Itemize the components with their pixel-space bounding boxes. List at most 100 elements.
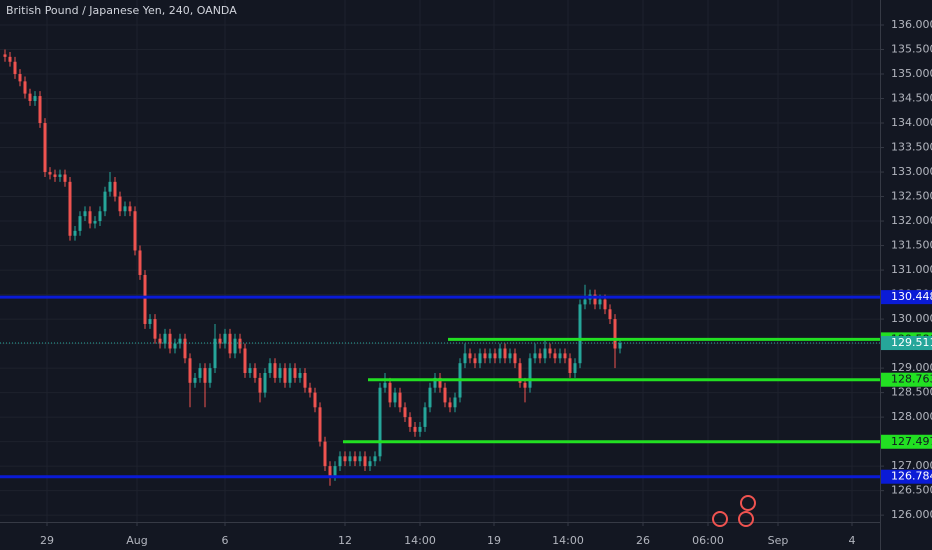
candle-body xyxy=(18,74,22,82)
candle-body xyxy=(288,368,292,383)
toolbar-icons xyxy=(712,495,756,527)
candle-body xyxy=(363,456,367,467)
candle-body xyxy=(398,392,402,408)
y-tick-label: 126.500 xyxy=(891,484,932,497)
candle-body xyxy=(158,338,162,344)
candle-body xyxy=(3,54,7,57)
plot xyxy=(0,49,880,486)
candle-body xyxy=(28,93,32,101)
candle-body xyxy=(108,181,112,192)
candle-body xyxy=(278,368,282,378)
candle-body xyxy=(63,174,67,182)
level-label: 128.763 xyxy=(891,373,932,386)
candle-body xyxy=(303,372,307,388)
level-label-box xyxy=(881,469,932,484)
candle-body xyxy=(558,353,562,359)
candle-body xyxy=(573,363,577,373)
y-tick-label: 131.500 xyxy=(891,239,932,252)
candle-body xyxy=(493,353,497,359)
candle-body xyxy=(258,377,262,393)
candle-body xyxy=(538,353,542,359)
level-label: 130.448 xyxy=(891,290,932,303)
x-tick-label: 14:00 xyxy=(552,534,584,547)
candle-body xyxy=(198,368,202,378)
candle-body xyxy=(448,402,452,408)
y-tick-label: 130.000 xyxy=(891,312,932,325)
candle-body xyxy=(438,377,442,388)
candle-body xyxy=(133,211,137,251)
candle-body xyxy=(273,363,277,378)
candle-body xyxy=(13,61,17,75)
candle-body xyxy=(298,372,302,378)
candle-body xyxy=(213,338,217,369)
candle-body xyxy=(408,417,412,427)
y-tick-label: 132.500 xyxy=(891,190,932,203)
y-tick-label: 126.000 xyxy=(891,508,932,521)
y-tick-label: 128.500 xyxy=(891,386,932,399)
y-tick-label: 133.500 xyxy=(891,141,932,154)
y-tick-label: 131.000 xyxy=(891,263,932,276)
candle-body xyxy=(308,387,312,393)
candle-body xyxy=(603,299,607,310)
candle-body xyxy=(428,387,432,408)
candle-body xyxy=(513,353,517,364)
candle-body xyxy=(583,299,587,305)
candle-body xyxy=(238,338,242,349)
x-tick-label: Sep xyxy=(768,534,789,547)
candle-body xyxy=(433,377,437,388)
candle-body xyxy=(553,353,557,359)
candle-body xyxy=(68,181,72,236)
candle-body xyxy=(418,426,422,432)
level-label-box xyxy=(881,372,932,387)
candle-body xyxy=(338,456,342,467)
candle-body xyxy=(343,456,347,462)
candle-body xyxy=(233,338,237,354)
x-tick-label: 29 xyxy=(40,534,54,547)
candle-body xyxy=(503,348,507,359)
candle-body xyxy=(38,96,42,124)
candle-body xyxy=(333,466,337,476)
candle-body xyxy=(208,368,212,383)
candle-body xyxy=(563,353,567,359)
candle-body xyxy=(33,96,37,101)
candle-body xyxy=(453,397,457,408)
candle-body xyxy=(373,456,377,462)
candle-body xyxy=(543,348,547,359)
candle-body xyxy=(103,191,107,212)
axes: 126.000126.500127.000127.500128.000128.5… xyxy=(40,18,932,547)
candle-body xyxy=(358,456,362,462)
candle-body xyxy=(203,368,207,383)
candle-body xyxy=(498,348,502,359)
candle-body xyxy=(488,353,492,359)
candle-body xyxy=(78,216,82,231)
candle-body xyxy=(88,211,92,224)
x-tick-label: 06:00 xyxy=(692,534,724,547)
candle-body xyxy=(568,358,572,373)
candle-body xyxy=(578,304,582,364)
candle-body xyxy=(43,123,47,173)
candle-body xyxy=(388,382,392,403)
candle-body xyxy=(533,353,537,359)
candle-body xyxy=(268,363,272,373)
candle-body xyxy=(178,338,182,344)
y-tick-label: 135.000 xyxy=(891,67,932,80)
candle-body xyxy=(113,181,117,197)
candle-body xyxy=(153,319,157,339)
x-tick-label: Aug xyxy=(126,534,147,547)
candle-body xyxy=(618,343,622,349)
candle-body xyxy=(253,368,257,378)
candle-body xyxy=(318,407,322,442)
last-price-box xyxy=(881,336,932,351)
candle-body xyxy=(293,368,297,378)
candle-body xyxy=(518,363,522,383)
x-tick-label: 4 xyxy=(849,534,856,547)
candle-body xyxy=(473,358,477,364)
candle-body xyxy=(23,81,27,94)
candle-body xyxy=(313,392,317,408)
candle-body xyxy=(483,353,487,359)
candle-body xyxy=(98,211,102,222)
chart-title: British Pound / Japanese Yen, 240, OANDA xyxy=(6,4,237,17)
x-tick-label: 26 xyxy=(636,534,650,547)
